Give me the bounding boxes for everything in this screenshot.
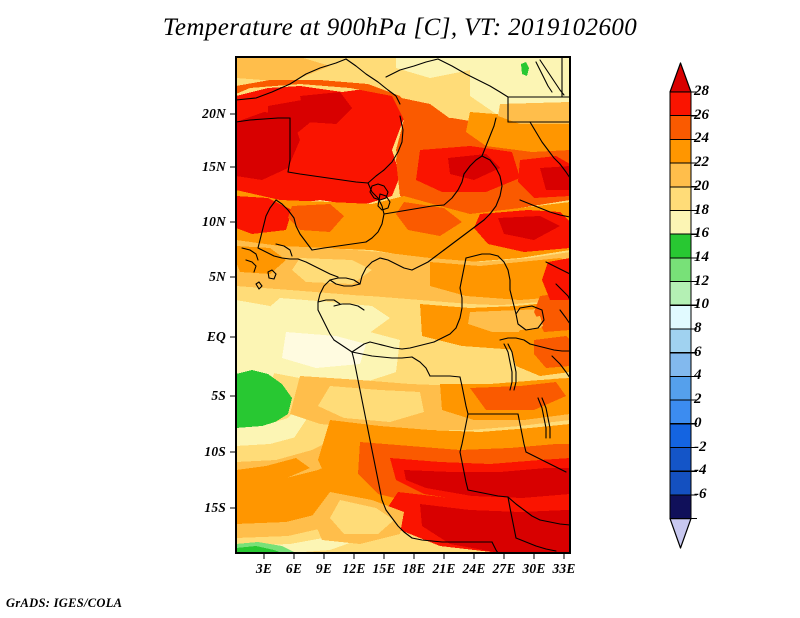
colorbar-ticks <box>691 91 697 520</box>
page-title: Temperature at 900hPa [C], VT: 201910260… <box>162 14 638 41</box>
colorbar-tick-label: 4 <box>694 367 702 384</box>
x-tick-label: 18E <box>402 561 426 576</box>
colorbar-tick-label: 26 <box>694 106 709 123</box>
colorbar-tick-label: 18 <box>694 201 709 218</box>
y-tick-label: 20N <box>202 106 226 121</box>
colorbar-tick-label: 8 <box>694 320 702 336</box>
x-tick-label: 27E <box>492 561 516 576</box>
colorbar-tick-label: -2 <box>694 438 707 455</box>
axis-ticks <box>230 113 565 559</box>
colorbar-tick-label: 14 <box>694 248 709 265</box>
colorbar-tick-label: 10 <box>694 296 709 313</box>
colorbar-tick-label: 6 <box>694 343 702 360</box>
x-tick-label: 21E <box>432 561 456 576</box>
colorbar-tick-label: -4 <box>694 462 707 479</box>
map-plot-area <box>230 56 571 559</box>
y-tick-label: 10N <box>202 214 226 229</box>
temperature-field <box>236 57 570 553</box>
grads-credit: GrADS: IGES/COLA <box>6 596 123 610</box>
y-tick-label: 15N <box>202 159 226 174</box>
plot-frame <box>235 56 571 554</box>
x-tick-label: 12E <box>342 561 366 576</box>
country-borders <box>236 57 570 553</box>
y-tick-label: 10S <box>204 444 226 459</box>
x-tick-label: 33E <box>552 561 576 576</box>
colorbar <box>669 62 697 549</box>
colorbar-tick-label: 0 <box>694 414 702 431</box>
colorbar-tick-label: 20 <box>694 177 709 194</box>
y-tick-label: EQ <box>206 329 226 344</box>
colorbar-tick-label: -6 <box>694 485 707 502</box>
y-tick-label: 5S <box>211 388 226 403</box>
x-tick-label: 6E <box>285 561 303 576</box>
colorbar-tick-label: 12 <box>694 272 709 289</box>
colorbar-tick-label: 24 <box>694 130 709 147</box>
x-tick-label: 30E <box>522 561 546 576</box>
x-tick-label: 24E <box>462 561 486 576</box>
colorbar-tick-label: 16 <box>694 225 709 242</box>
colorbar-max-arrow <box>669 62 692 93</box>
colorbar-min-arrow <box>669 518 692 549</box>
x-tick-label: 9E <box>315 561 333 576</box>
colorbar-tick-label: 2 <box>694 391 702 408</box>
colorbar-tick-label: 22 <box>694 154 709 171</box>
y-tick-label: 5N <box>209 269 226 284</box>
x-tick-label: 15E <box>372 561 396 576</box>
x-tick-label: 3E <box>255 561 273 576</box>
y-tick-label: 15S <box>204 500 226 515</box>
colorbar-tick-label: 28 <box>694 83 709 99</box>
